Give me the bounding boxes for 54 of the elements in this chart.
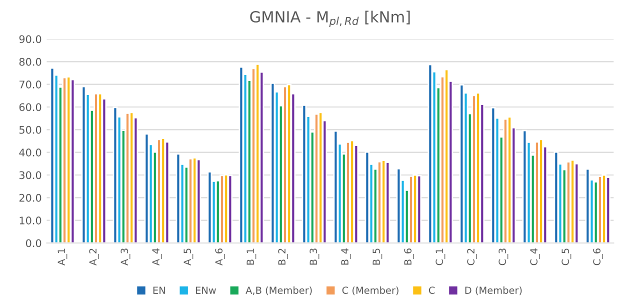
bar (490, 106, 496, 243)
x-tick-label: C_2 (467, 248, 477, 266)
x-tick-label: B_5 (372, 248, 382, 265)
bar (574, 162, 580, 243)
x-tick-label: C_3 (498, 248, 508, 266)
y-tick-label: 50.0 (19, 126, 42, 134)
legend-label: C (Member) (342, 286, 398, 296)
x-tick-label: A_2 (89, 248, 99, 266)
bar (385, 162, 390, 243)
x-tick-label: A_4 (152, 248, 162, 266)
x-tick-label: B_2 (278, 248, 288, 265)
x-tick-label: C_4 (530, 248, 540, 266)
x-tick-label: B_3 (310, 248, 320, 265)
bar (224, 174, 229, 243)
y-tick-label: 30.0 (19, 171, 42, 180)
x-tick-label: C_6 (593, 248, 603, 266)
bar (554, 151, 559, 243)
bar (70, 78, 76, 243)
y-tick-label: 60.0 (19, 103, 42, 112)
bar (98, 92, 103, 243)
bar (255, 63, 260, 243)
y-tick-label: 90.0 (19, 35, 42, 44)
bar (585, 168, 590, 243)
bar (522, 130, 528, 243)
y-tick-label: 20.0 (19, 194, 42, 202)
y-tick-label: 80.0 (19, 58, 42, 66)
legend-label: C (428, 286, 435, 294)
x-tick-label: A_6 (215, 248, 225, 266)
bar (164, 141, 170, 243)
x-tick-label: A_3 (120, 248, 130, 266)
bar (606, 176, 611, 243)
legend-label: EN (153, 286, 165, 294)
bar (160, 138, 166, 243)
bar (129, 112, 134, 243)
x-tick-label: C_1 (436, 248, 446, 266)
y-tick-label: 70.0 (20, 80, 42, 88)
y-tick-label: 40.0 (19, 148, 42, 156)
x-tick-label: B_1 (246, 248, 256, 265)
x-tick-label: B_6 (404, 248, 414, 265)
x-tick-label: B_4 (341, 248, 351, 265)
x-tick-label: A_5 (184, 248, 194, 266)
bar (196, 158, 202, 243)
chart-title: GMNIA - M$_{pl,Rd}$ [kNm] (250, 10, 410, 28)
legend-label: D (Member) (465, 286, 522, 296)
x-tick-label: A_1 (58, 248, 68, 266)
bar (228, 174, 233, 243)
x-tick-label: C_5 (562, 248, 572, 266)
bar (416, 174, 422, 243)
bar (192, 157, 198, 243)
y-tick-label: 10.0 (20, 216, 42, 224)
y-tick-label: 0.0 (26, 239, 42, 248)
legend-label: ENw (196, 286, 216, 294)
legend-label: A,B (Member) (246, 286, 312, 296)
bar (66, 76, 72, 243)
